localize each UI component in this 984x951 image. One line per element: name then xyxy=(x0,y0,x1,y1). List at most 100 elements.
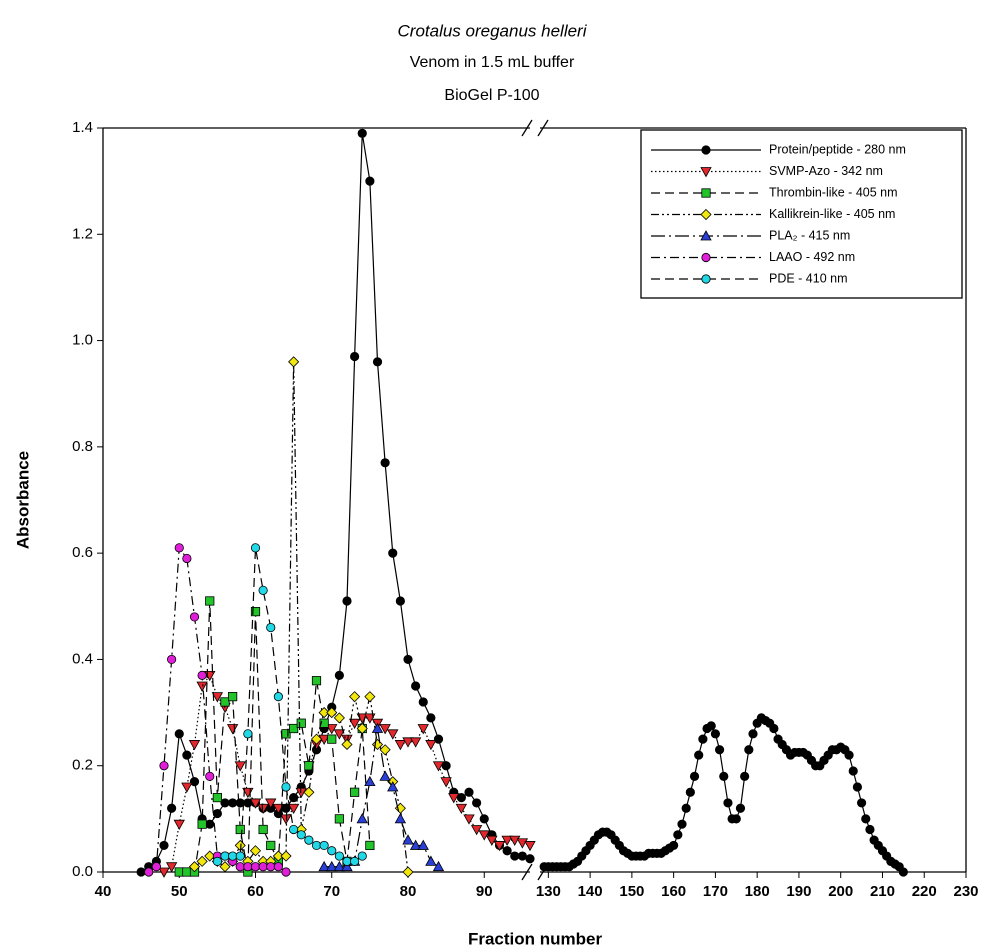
y-tick-label: 0.4 xyxy=(72,650,93,667)
point xyxy=(226,724,239,735)
point xyxy=(694,750,704,760)
point xyxy=(848,766,858,776)
point xyxy=(196,681,208,692)
point xyxy=(266,622,276,633)
point xyxy=(364,775,376,787)
series-line xyxy=(148,546,287,873)
point xyxy=(220,798,230,808)
point xyxy=(311,676,322,686)
point xyxy=(159,761,169,771)
point xyxy=(188,740,201,751)
point xyxy=(411,681,421,691)
x-tick-label: 190 xyxy=(786,883,811,900)
legend-label: PLA₂ - 415 nm xyxy=(769,228,850,242)
point xyxy=(349,691,361,703)
axis-break xyxy=(537,119,549,137)
series-points xyxy=(318,722,445,872)
point xyxy=(740,771,750,781)
point xyxy=(204,850,216,862)
point xyxy=(865,824,875,835)
x-tick-label: 60 xyxy=(247,883,264,900)
y-tick-label: 0.6 xyxy=(72,544,93,561)
x-tick-label: 140 xyxy=(578,883,603,900)
point xyxy=(372,357,383,367)
point xyxy=(440,777,452,788)
point xyxy=(456,792,466,803)
point xyxy=(196,855,208,867)
point xyxy=(136,867,146,877)
point xyxy=(463,814,475,825)
point xyxy=(296,830,306,840)
point xyxy=(441,761,451,771)
point xyxy=(356,722,368,735)
point xyxy=(510,851,520,861)
point xyxy=(470,825,483,836)
point xyxy=(394,740,407,751)
point xyxy=(310,733,323,745)
legend-label: PDE - 410 nm xyxy=(769,271,848,285)
point xyxy=(326,860,338,872)
point xyxy=(258,585,268,595)
x-tick-label: 200 xyxy=(828,883,853,900)
chart-subtitle: BioGel P-100 xyxy=(444,87,539,104)
y-axis-label: Absorbance xyxy=(13,451,32,549)
point xyxy=(350,856,360,866)
point xyxy=(189,612,200,622)
series-points xyxy=(158,670,536,878)
point xyxy=(856,798,867,808)
point xyxy=(289,723,299,734)
point xyxy=(364,691,376,703)
point xyxy=(334,670,344,680)
point xyxy=(417,724,429,735)
point xyxy=(273,692,283,702)
legend-marker xyxy=(700,167,712,178)
point xyxy=(249,798,262,809)
point xyxy=(265,798,277,809)
x-tick-label: 150 xyxy=(619,883,644,900)
chart-title: Crotalus oreganus helleri xyxy=(398,21,588,40)
point xyxy=(326,724,338,735)
point xyxy=(250,607,261,617)
point xyxy=(174,867,184,877)
x-tick-label: 70 xyxy=(323,883,340,900)
point xyxy=(273,862,283,872)
series-points xyxy=(144,543,291,877)
point xyxy=(898,867,908,877)
point xyxy=(433,734,444,744)
point xyxy=(418,697,428,707)
point xyxy=(524,841,536,852)
point xyxy=(319,718,329,728)
point xyxy=(303,786,315,798)
point xyxy=(249,845,262,857)
point xyxy=(478,830,490,841)
point xyxy=(219,861,231,873)
point xyxy=(258,862,268,872)
x-tick-label: 170 xyxy=(703,883,728,900)
series-line xyxy=(324,728,439,868)
point xyxy=(464,787,474,797)
point xyxy=(189,777,200,787)
point xyxy=(394,813,407,824)
point xyxy=(844,750,854,760)
legend-marker xyxy=(701,188,711,198)
point xyxy=(258,824,268,835)
x-tick-label: 80 xyxy=(400,883,417,900)
point xyxy=(243,862,253,872)
point xyxy=(173,819,185,830)
point xyxy=(342,856,352,866)
point xyxy=(698,734,708,744)
point xyxy=(364,713,376,724)
point xyxy=(304,835,314,845)
point xyxy=(289,792,299,803)
point xyxy=(350,351,360,362)
y-tick-label: 1.4 xyxy=(72,119,93,136)
point xyxy=(235,851,245,861)
point xyxy=(852,782,863,792)
point xyxy=(288,356,300,368)
point xyxy=(211,692,224,703)
point xyxy=(266,840,276,851)
point xyxy=(402,866,414,878)
x-tick-label: 220 xyxy=(912,883,937,900)
point xyxy=(296,718,306,728)
point xyxy=(403,654,413,665)
